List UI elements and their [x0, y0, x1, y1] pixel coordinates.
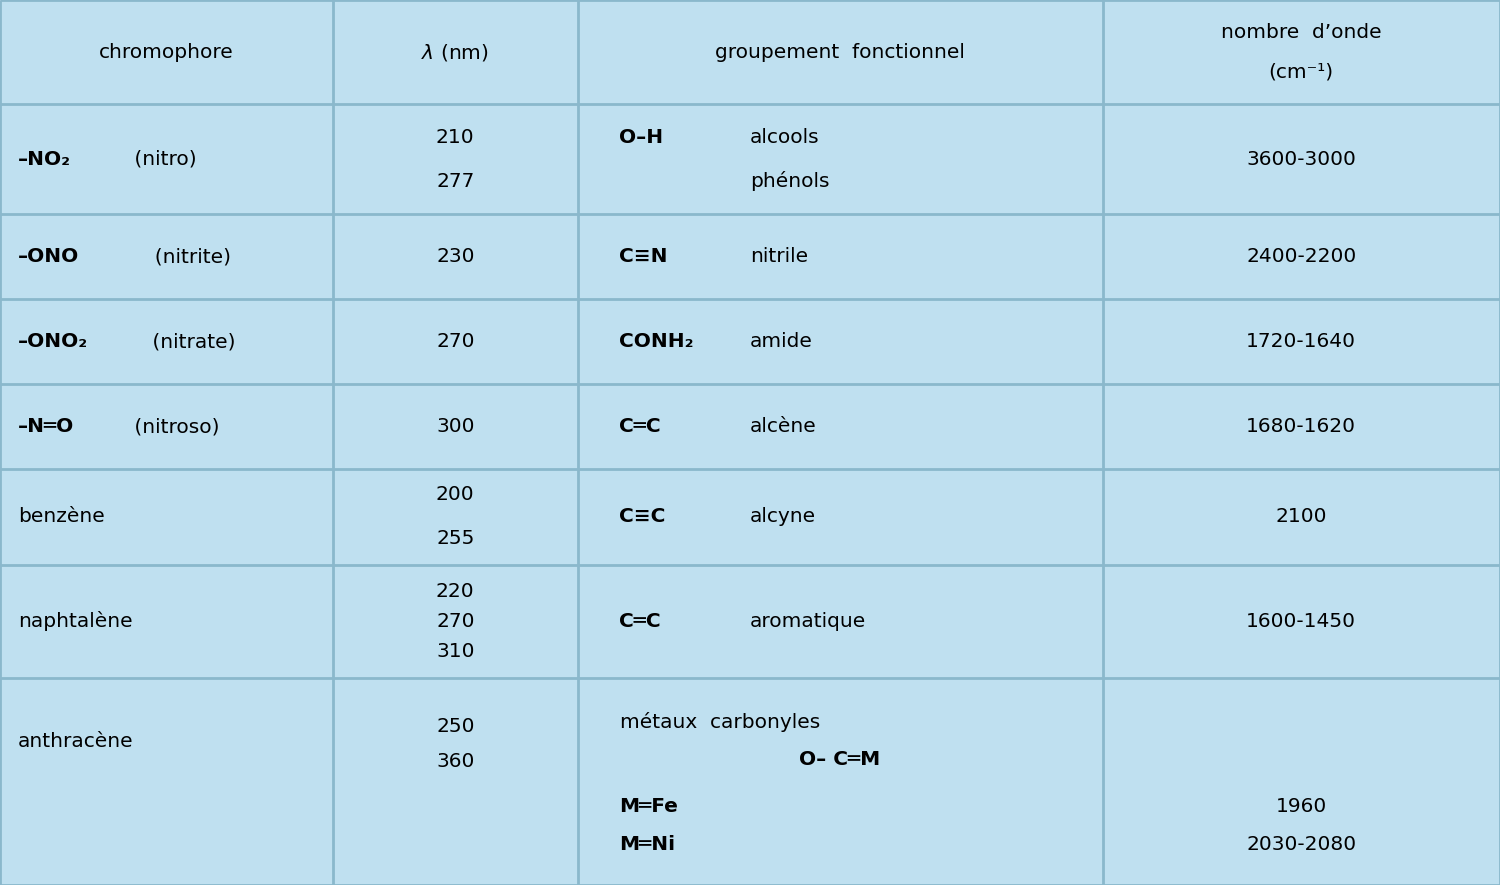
Text: 270: 270	[436, 332, 474, 351]
Text: alcools: alcools	[750, 127, 819, 147]
Text: (nitrite): (nitrite)	[142, 247, 231, 266]
Text: M═Fe: M═Fe	[620, 796, 678, 816]
Text: 250: 250	[436, 717, 474, 736]
Text: C═C: C═C	[620, 612, 662, 631]
Text: 1600-1450: 1600-1450	[1246, 612, 1356, 631]
Text: –ONO: –ONO	[18, 247, 80, 266]
Text: C≡C: C≡C	[620, 507, 666, 527]
Text: amide: amide	[750, 332, 813, 351]
Text: 310: 310	[436, 642, 474, 661]
Text: 220: 220	[436, 581, 474, 601]
Text: (nitroso): (nitroso)	[128, 417, 219, 436]
Text: 270: 270	[436, 612, 474, 631]
Text: métaux  carbonyles: métaux carbonyles	[620, 712, 819, 732]
Text: CONH₂: CONH₂	[620, 332, 695, 351]
Text: phénols: phénols	[750, 172, 830, 191]
Text: alcyne: alcyne	[750, 507, 816, 527]
Text: 1960: 1960	[1275, 796, 1328, 816]
Text: 3600-3000: 3600-3000	[1246, 150, 1356, 169]
Text: 300: 300	[436, 417, 474, 436]
Text: naphtalène: naphtalène	[18, 612, 132, 631]
Text: 2400-2200: 2400-2200	[1246, 247, 1356, 266]
Text: 200: 200	[436, 485, 474, 504]
Text: aromatique: aromatique	[750, 612, 867, 631]
Text: 2030-2080: 2030-2080	[1246, 835, 1356, 854]
Text: –NO₂: –NO₂	[18, 150, 70, 169]
Text: benzène: benzène	[18, 507, 105, 527]
Text: C═C: C═C	[620, 417, 662, 436]
Text: (nitro): (nitro)	[128, 150, 196, 169]
Text: (cm⁻¹): (cm⁻¹)	[1269, 62, 1334, 81]
Text: 360: 360	[436, 752, 474, 772]
Text: (nitrate): (nitrate)	[146, 332, 236, 351]
Text: –N═O: –N═O	[18, 417, 74, 436]
Text: 277: 277	[436, 172, 474, 191]
Text: chromophore: chromophore	[99, 42, 234, 62]
Text: groupement  fonctionnel: groupement fonctionnel	[716, 42, 964, 62]
Text: 255: 255	[436, 529, 474, 549]
Text: 1680-1620: 1680-1620	[1246, 417, 1356, 436]
Text: nitrile: nitrile	[750, 247, 808, 266]
Text: $\lambda$ (nm): $\lambda$ (nm)	[422, 42, 489, 63]
Text: C≡N: C≡N	[620, 247, 668, 266]
Text: 210: 210	[436, 127, 474, 147]
Text: M═Ni: M═Ni	[620, 835, 675, 854]
Text: O– C═M: O– C═M	[800, 750, 880, 769]
Text: 1720-1640: 1720-1640	[1246, 332, 1356, 351]
Text: 2100: 2100	[1275, 507, 1328, 527]
Text: O–H: O–H	[620, 127, 663, 147]
Text: anthracène: anthracène	[18, 732, 134, 751]
Text: alcène: alcène	[750, 417, 816, 436]
Text: 230: 230	[436, 247, 474, 266]
Text: –ONO₂: –ONO₂	[18, 332, 88, 351]
Text: nombre  d’onde: nombre d’onde	[1221, 23, 1382, 42]
